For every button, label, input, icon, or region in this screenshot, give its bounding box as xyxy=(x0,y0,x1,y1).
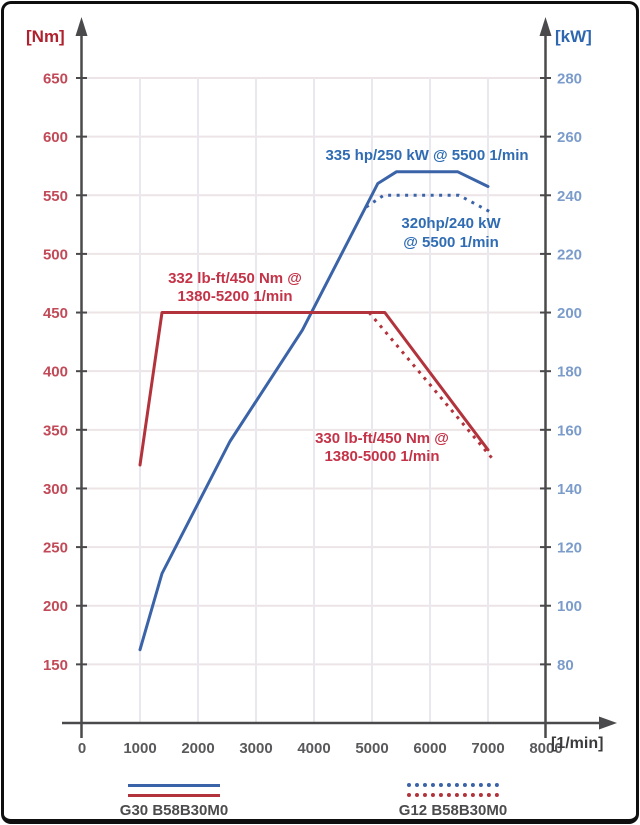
legend-item-g30: G30 B58B30M0 xyxy=(109,780,239,819)
x-tick-label: 5000 xyxy=(355,740,388,757)
x-tick-label: 2000 xyxy=(181,740,214,757)
x-tick-label: 0 xyxy=(78,740,86,757)
annotation-line: 1380-5200 1/min xyxy=(177,288,293,305)
x-tick-label: 4000 xyxy=(297,740,330,757)
left-axis-unit-label: [Nm] xyxy=(26,27,65,46)
annotation-line: 330 lb-ft/450 Nm @ xyxy=(315,430,449,447)
legend-label-g30: G30 B58B30M0 xyxy=(119,802,229,819)
right-tick-label: 200 xyxy=(557,305,582,322)
annotation-line: 335 hp/250 kW @ 5500 1/min xyxy=(325,147,529,164)
right-tick-label: 280 xyxy=(557,71,582,88)
x-tick-label: 1000 xyxy=(123,740,156,757)
right-axis-unit-label: [kW] xyxy=(555,27,592,46)
x-axis-unit-label: [1/min] xyxy=(551,735,604,752)
right-tick-label: 100 xyxy=(557,598,582,615)
legend-swatch-power-dashed xyxy=(407,783,499,787)
left-tick-label: 600 xyxy=(43,129,68,146)
annotation-line: 332 lb-ft/450 Nm @ xyxy=(168,270,302,287)
left-tick-label: 300 xyxy=(43,481,68,498)
left-tick-label: 350 xyxy=(43,422,68,439)
right-tick-label: 240 xyxy=(557,188,582,205)
series-power-solid xyxy=(138,170,490,652)
left-tick-label: 650 xyxy=(43,71,68,88)
left-tick-label: 250 xyxy=(43,540,68,557)
left-axis-arrow-icon xyxy=(75,17,88,36)
left-tick-label: 150 xyxy=(43,657,68,674)
series-power-dashed xyxy=(365,193,493,215)
right-tick-label: 120 xyxy=(557,540,582,557)
legend-swatch-torque-dashed xyxy=(407,793,499,797)
legend-swatch-torque-solid xyxy=(128,794,220,797)
right-axis-arrow-icon xyxy=(539,17,552,36)
right-tick-label: 180 xyxy=(557,364,582,381)
left-tick-label: 450 xyxy=(43,305,68,322)
left-tick-label: 400 xyxy=(43,364,68,381)
annotation-line: 1380-5000 1/min xyxy=(324,448,440,465)
annotation-peak-power-g30: 335 hp/250 kW @ 5500 1/min xyxy=(325,147,528,165)
legend-item-g12: G12 B58B30M0 xyxy=(388,780,518,819)
right-tick-label: 220 xyxy=(557,246,582,263)
x-tick-label: 6000 xyxy=(413,740,446,757)
annotation-peak-torque-g12: 330 lb-ft/450 Nm @ 1380-5000 1/min xyxy=(315,430,449,466)
x-tick-label: 7000 xyxy=(471,740,504,757)
right-tick-label: 160 xyxy=(557,422,582,439)
right-tick-label: 140 xyxy=(557,481,582,498)
annotation-line: @ 5500 1/min xyxy=(403,234,499,251)
x-tick-label: 8000 xyxy=(529,740,562,757)
x-axis-arrow-icon xyxy=(599,716,617,730)
series-torque-solid xyxy=(138,311,490,467)
left-tick-label: 550 xyxy=(43,188,68,205)
annotation-peak-power-g12: 320hp/240 kW @ 5500 1/min xyxy=(401,214,500,252)
annotation-peak-torque-g30: 332 lb-ft/450 Nm @ 1380-5200 1/min xyxy=(168,270,302,306)
right-tick-label: 80 xyxy=(557,657,574,674)
left-tick-label: 200 xyxy=(43,598,68,615)
left-tick-label: 500 xyxy=(43,246,68,263)
legend-swatch-power-solid xyxy=(128,784,220,787)
legend-label-g12: G12 B58B30M0 xyxy=(398,802,508,819)
x-tick-label: 3000 xyxy=(239,740,272,757)
right-tick-label: 260 xyxy=(557,129,582,146)
annotation-line: 320hp/240 kW xyxy=(401,215,501,232)
